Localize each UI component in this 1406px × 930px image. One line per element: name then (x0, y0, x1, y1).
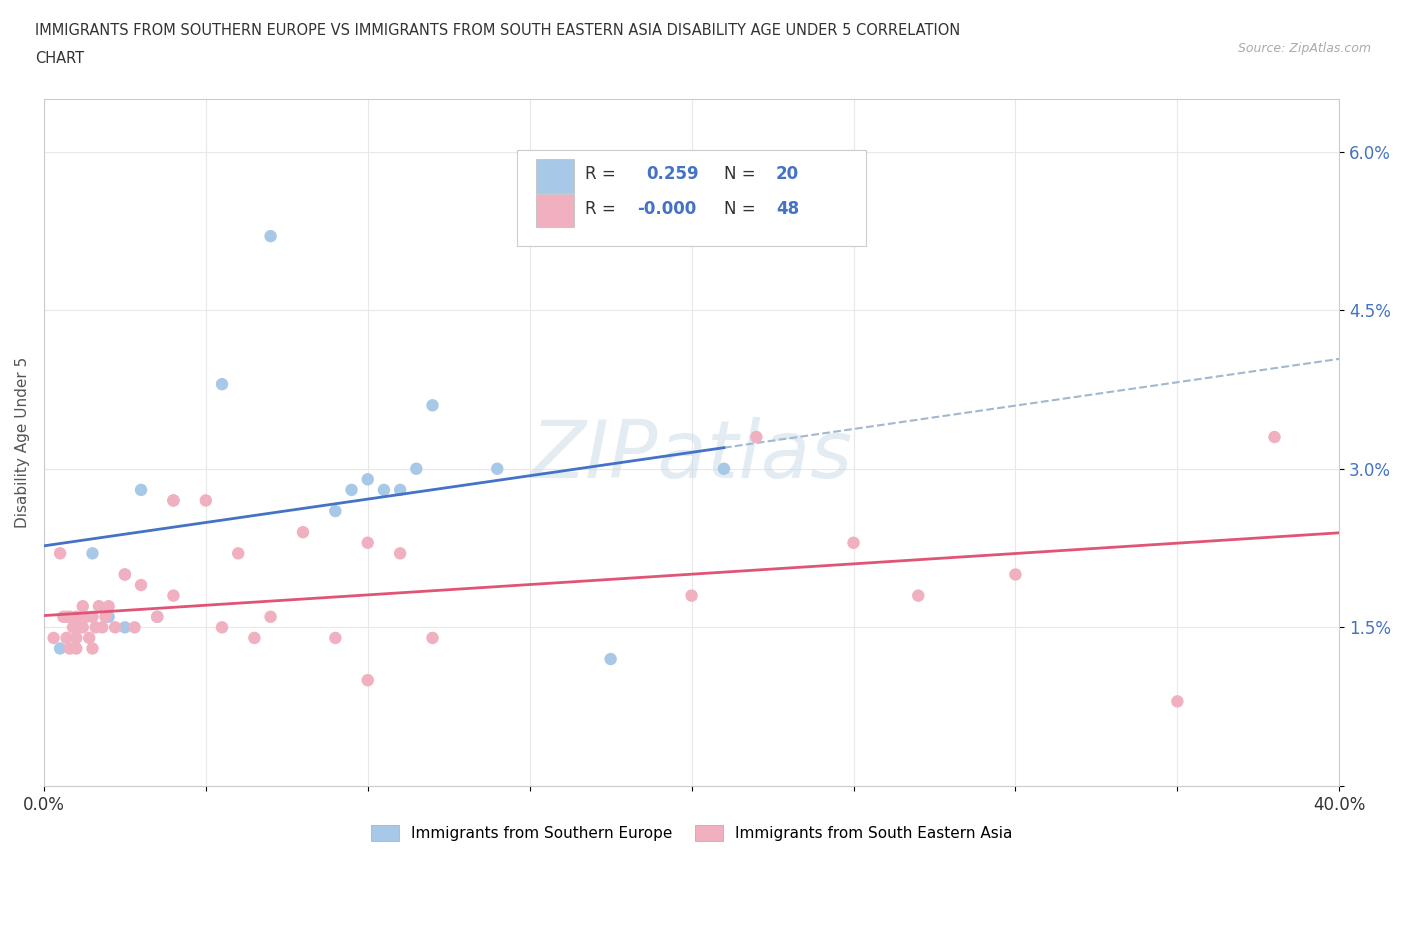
Point (55, 631, 77, 645)
Text: IMMIGRANTS FROM SOUTHERN EUROPE VS IMMIGRANTS FROM SOUTH EASTERN ASIA DISABILITY: IMMIGRANTS FROM SOUTHERN EUROPE VS IMMIG… (35, 23, 960, 38)
Point (69, 620, 91, 635)
Point (162, 588, 184, 603)
Point (357, 536, 380, 551)
Point (129, 578, 152, 592)
Point (72, 599, 94, 614)
Point (162, 493, 184, 508)
Point (129, 483, 152, 498)
Point (49, 641, 72, 656)
Point (82, 546, 104, 561)
Point (422, 398, 444, 413)
Point (226, 546, 249, 561)
Point (75, 609, 97, 624)
Point (65, 609, 87, 624)
Point (114, 567, 136, 582)
Text: R =: R = (585, 166, 616, 183)
Point (422, 631, 444, 645)
Text: 20: 20 (776, 166, 799, 183)
Point (291, 525, 314, 539)
Point (405, 461, 427, 476)
Point (162, 493, 184, 508)
Point (842, 536, 865, 551)
Point (65, 631, 87, 645)
Point (52, 609, 75, 624)
Point (486, 461, 509, 476)
Point (82, 609, 104, 624)
Text: Source: ZipAtlas.com: Source: ZipAtlas.com (1237, 42, 1371, 55)
Text: CHART: CHART (35, 51, 84, 66)
Point (97, 599, 120, 614)
Point (681, 588, 703, 603)
Point (42, 631, 65, 645)
Point (87, 599, 110, 614)
Point (259, 229, 281, 244)
Point (1004, 567, 1026, 582)
Point (357, 472, 380, 486)
Text: R =: R = (585, 200, 616, 218)
Point (389, 546, 412, 561)
Point (340, 483, 363, 498)
Point (77, 631, 100, 645)
Point (713, 461, 735, 476)
Point (59, 641, 82, 656)
Point (194, 493, 217, 508)
Point (114, 567, 136, 582)
Point (72, 620, 94, 635)
Point (325, 631, 347, 645)
Point (1263, 430, 1285, 445)
Point (373, 483, 395, 498)
Point (94, 609, 117, 624)
Point (259, 609, 281, 624)
Point (325, 504, 347, 519)
Point (146, 609, 169, 624)
Point (59, 609, 82, 624)
Point (745, 430, 768, 445)
Point (146, 609, 169, 624)
Point (907, 588, 929, 603)
Point (357, 672, 380, 687)
Point (211, 377, 233, 392)
Point (211, 620, 233, 635)
Point (1166, 694, 1188, 709)
Point (114, 620, 136, 635)
Point (65, 641, 87, 656)
Point (84, 620, 107, 635)
Point (97, 609, 120, 624)
Text: -0.000: -0.000 (637, 200, 696, 218)
Point (599, 652, 621, 667)
Point (243, 631, 266, 645)
Point (389, 483, 412, 498)
Point (82, 641, 104, 656)
Legend: Immigrants from Southern Europe, Immigrants from South Eastern Asia: Immigrants from Southern Europe, Immigra… (366, 818, 1018, 847)
Text: 48: 48 (776, 200, 799, 218)
Text: N =: N = (724, 166, 755, 183)
Text: N =: N = (724, 200, 755, 218)
FancyBboxPatch shape (536, 159, 574, 193)
FancyBboxPatch shape (517, 151, 866, 246)
Point (49, 546, 72, 561)
Point (124, 620, 146, 635)
Point (104, 620, 127, 635)
Text: ZIPatlas: ZIPatlas (530, 417, 852, 495)
Y-axis label: Disability Age Under 5: Disability Age Under 5 (15, 357, 30, 528)
Point (62, 620, 84, 635)
FancyBboxPatch shape (536, 193, 574, 227)
Point (55, 609, 77, 624)
Point (91, 620, 114, 635)
Text: 0.259: 0.259 (647, 166, 699, 183)
